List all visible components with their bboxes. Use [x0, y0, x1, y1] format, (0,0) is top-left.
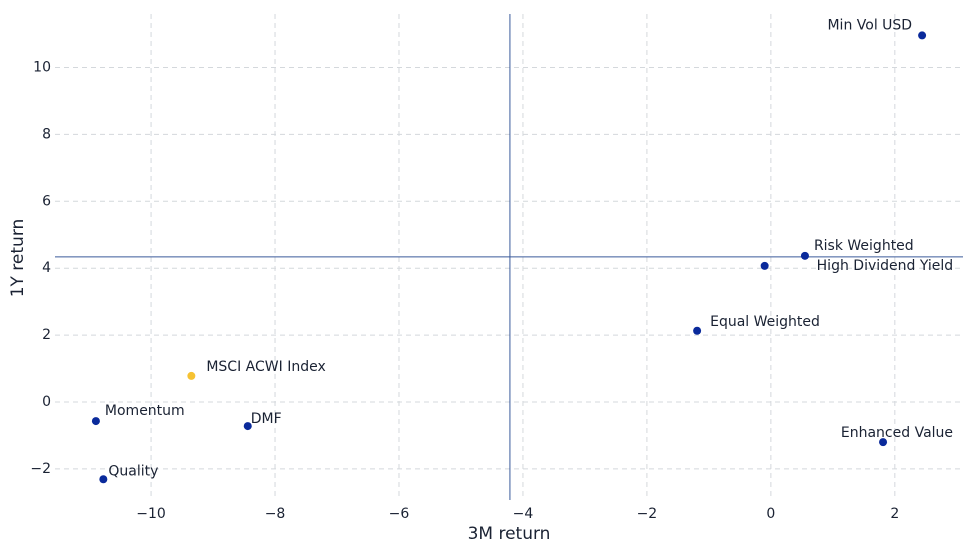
- point-label: Risk Weighted: [814, 238, 914, 254]
- y-axis-title: 1Y return: [8, 219, 28, 298]
- point: [243, 422, 252, 431]
- point-label: Momentum: [105, 403, 185, 419]
- y-tick-label: 2: [42, 327, 51, 343]
- point-label: DMF: [251, 411, 282, 427]
- y-tick-label: 6: [42, 193, 51, 209]
- x-tick-label: 2: [890, 506, 899, 522]
- x-tick-label: −8: [265, 506, 286, 522]
- point-label: Equal Weighted: [710, 314, 820, 330]
- point: [918, 31, 927, 40]
- y-tick-label: 10: [33, 60, 51, 76]
- y-tick-label: 8: [42, 126, 51, 142]
- x-tick-label: −6: [389, 506, 410, 522]
- point-label: MSCI ACWI Index: [206, 359, 325, 375]
- x-axis-title: 3M return: [468, 524, 551, 544]
- point: [187, 371, 196, 380]
- point: [99, 475, 108, 484]
- x-tick-label: −2: [637, 506, 658, 522]
- x-tick-label: −10: [136, 506, 166, 522]
- y-tick-label: 4: [42, 260, 51, 276]
- x-tick-label: 0: [766, 506, 775, 522]
- point-label: Quality: [108, 463, 158, 479]
- point: [91, 417, 100, 426]
- point: [800, 251, 809, 260]
- point-label: Min Vol USD: [827, 17, 912, 33]
- point-label: High Dividend Yield: [817, 258, 954, 274]
- point: [879, 438, 888, 447]
- point: [693, 326, 702, 335]
- y-tick-label: 0: [42, 394, 51, 410]
- point-label: Enhanced Value: [841, 425, 953, 441]
- x-tick-label: −4: [513, 506, 534, 522]
- y-tick-label: −2: [30, 461, 51, 477]
- point: [760, 261, 769, 270]
